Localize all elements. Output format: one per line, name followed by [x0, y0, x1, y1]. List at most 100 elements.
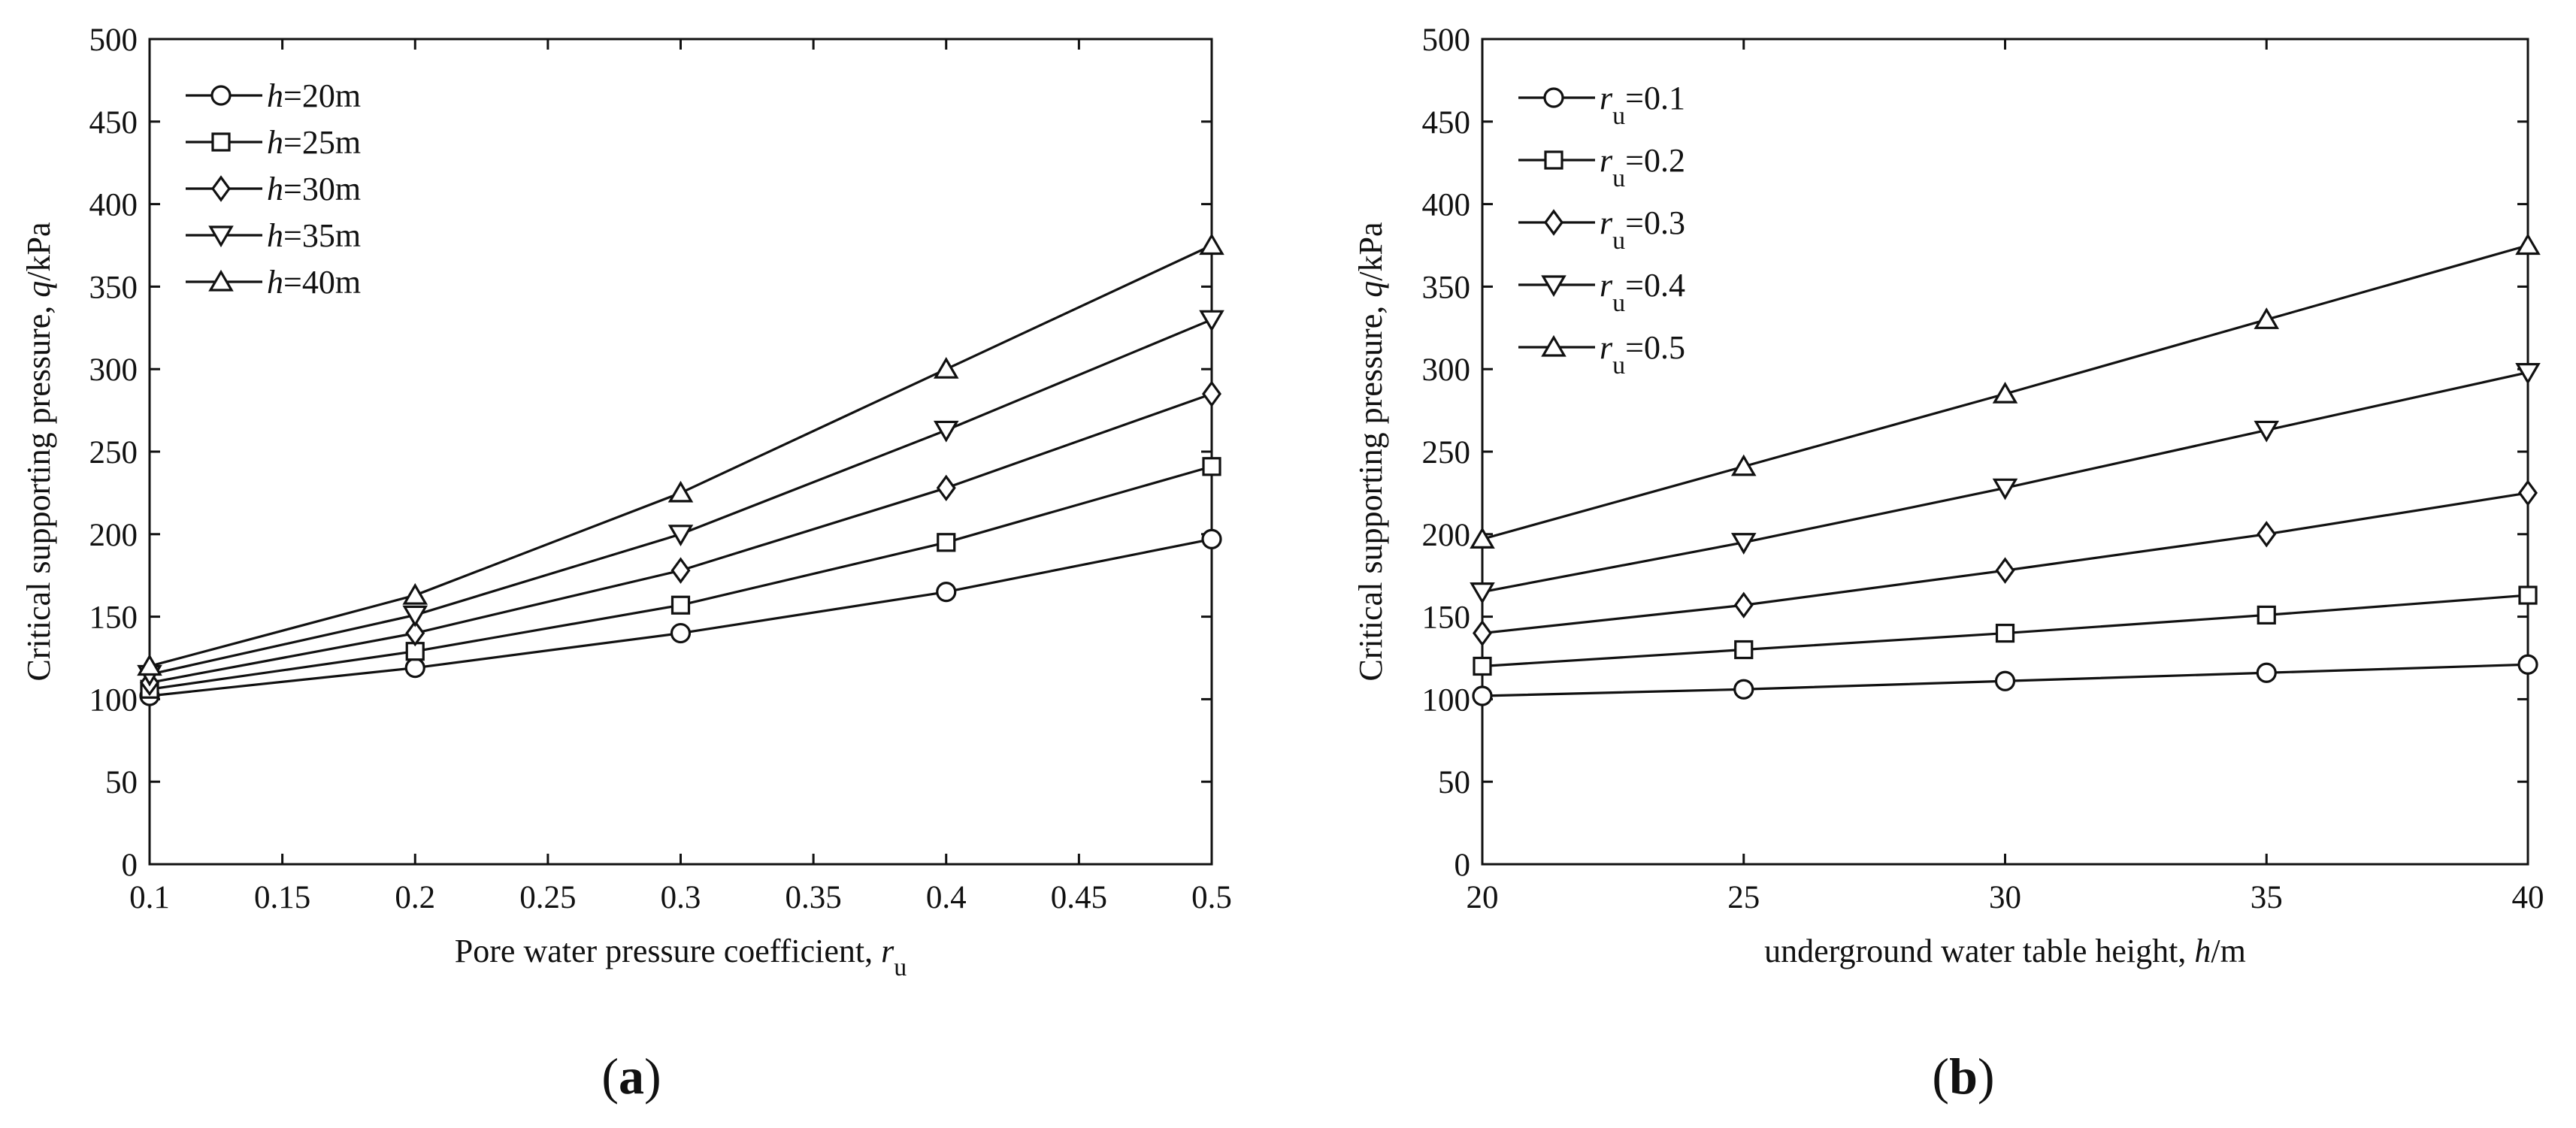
legend-var: h	[267, 77, 283, 114]
data-point-diamond	[1995, 557, 2015, 584]
data-point-triangle-up	[1199, 233, 1224, 256]
x-axis-label-sub: u	[894, 954, 907, 981]
legend-value: =0.5	[1625, 329, 1685, 366]
series-ru=0.1	[1472, 654, 2538, 706]
data-point-square	[2257, 605, 2276, 625]
y-tick-label: 150	[1422, 600, 1471, 636]
data-point-triangle-up	[1730, 454, 1757, 476]
data-point-diamond	[1473, 619, 1492, 647]
data-point-triangle-down	[1199, 310, 1224, 332]
data-point-triangle-up	[667, 480, 694, 503]
y-tick-label: 100	[1422, 682, 1471, 718]
legend-value: =0.4	[1625, 267, 1685, 304]
series-h=20m	[139, 528, 1222, 706]
plot-frame	[148, 38, 1213, 866]
data-point-circle	[2256, 662, 2277, 683]
legend-sub: u	[1612, 102, 1625, 130]
panel-label: (a)	[601, 1048, 661, 1105]
data-point-diamond	[405, 619, 425, 647]
data-point-square	[1995, 623, 2015, 643]
panel-label-letter: b	[1949, 1048, 1978, 1105]
data-point-circle	[936, 582, 957, 603]
x-tick-label: 25	[1727, 880, 1760, 915]
x-axis-label: Pore water pressure coefficient, ru	[455, 933, 907, 981]
data-point-square	[937, 533, 956, 552]
data-point-circle	[1733, 679, 1754, 700]
legend-label: h=40m	[267, 264, 361, 301]
panel-label: (b)	[1932, 1048, 1994, 1105]
data-point-diamond	[1202, 380, 1221, 407]
data-point-diamond	[1733, 591, 1754, 618]
legend-marker-triangle-down	[208, 225, 234, 248]
legend-sub: u	[1612, 289, 1625, 317]
panel-label-open: (	[601, 1048, 619, 1105]
legend-value: =20m	[283, 77, 361, 114]
y-tick-label: 300	[89, 352, 138, 388]
y-axis-label-text: Critical supporting pressure,	[1352, 298, 1389, 682]
data-point-diamond	[2257, 521, 2277, 548]
panel-label-open: (	[1932, 1048, 1949, 1105]
legend-sub: u	[1612, 227, 1625, 255]
y-tick-label: 50	[1438, 765, 1470, 800]
data-point-triangle-up	[1470, 527, 1495, 549]
legend-value: =40m	[283, 264, 361, 301]
y-tick-label: 150	[89, 600, 138, 636]
x-tick-label: 0.25	[519, 880, 576, 915]
chart-panel-b: 20 25 30 35 40050100150200250300350400450500…	[1352, 23, 2544, 1105]
y-tick-label: 300	[1422, 352, 1471, 388]
panel-label-letter: a	[619, 1048, 644, 1105]
x-axis-label-text: underground water table height,	[1764, 933, 2194, 969]
data-point-triangle-down	[2254, 420, 2280, 443]
x-tick-label: 0.5	[1191, 880, 1232, 915]
legend-label: ru=0.2	[1600, 142, 1685, 192]
legend-value: =0.2	[1625, 142, 1685, 179]
legend-var: r	[1600, 329, 1613, 366]
x-tick-label: 0.45	[1051, 880, 1107, 915]
x-tick-label: 35	[2251, 880, 2283, 915]
panel-label-close: )	[1978, 1048, 1995, 1105]
legend-sub: u	[1612, 165, 1625, 192]
data-point-triangle-down	[667, 525, 694, 546]
y-axis-label-unit: /kPa	[1352, 222, 1389, 280]
y-axis-label-var: q	[20, 281, 57, 298]
legend-label: ru=0.5	[1600, 329, 1685, 380]
data-point-triangle-down	[2515, 362, 2541, 385]
data-point-square	[2518, 585, 2538, 605]
legend-marker-circle	[210, 85, 232, 106]
x-tick-label: 0.3	[661, 880, 701, 915]
x-tick-label: 0.2	[395, 880, 435, 915]
data-point-triangle-down	[402, 605, 428, 628]
legend-var: h	[267, 171, 283, 207]
legend-value: =0.3	[1625, 204, 1685, 241]
x-axis-label-unit: /m	[2211, 933, 2245, 969]
y-axis-label-var: q	[1352, 281, 1389, 298]
data-point-square	[1473, 656, 1492, 676]
y-tick-label: 100	[89, 682, 138, 718]
panel-label-close: )	[644, 1048, 661, 1105]
data-point-circle	[1472, 685, 1493, 706]
y-tick-label: 250	[89, 435, 138, 470]
legend-var: h	[267, 124, 283, 161]
data-point-triangle-up	[2254, 307, 2280, 329]
legend-marker-square	[211, 132, 231, 152]
legend-var: r	[1600, 142, 1613, 179]
data-point-triangle-up	[1992, 381, 2018, 404]
legend-value: =25m	[283, 124, 361, 161]
data-point-diamond	[670, 557, 691, 584]
y-tick-label: 200	[89, 518, 138, 553]
y-tick-label: 400	[89, 188, 138, 223]
legend-label: h=20m	[267, 77, 361, 114]
legend-var: r	[1600, 204, 1613, 241]
x-axis-label-text: Pore water pressure coefficient,	[455, 933, 881, 969]
data-point-triangle-up	[402, 582, 428, 605]
data-point-square	[670, 595, 691, 615]
x-tick-label: 20	[1467, 880, 1499, 915]
legend-label: h=30m	[267, 171, 361, 207]
legend-marker-triangle-down	[1541, 275, 1566, 298]
legend: ru=0.1ru=0.2ru=0.3ru=0.4ru=0.5	[1518, 80, 1685, 380]
y-tick-label: 200	[1422, 518, 1471, 553]
y-tick-label: 450	[1422, 105, 1471, 141]
y-tick-label: 250	[1422, 435, 1471, 470]
